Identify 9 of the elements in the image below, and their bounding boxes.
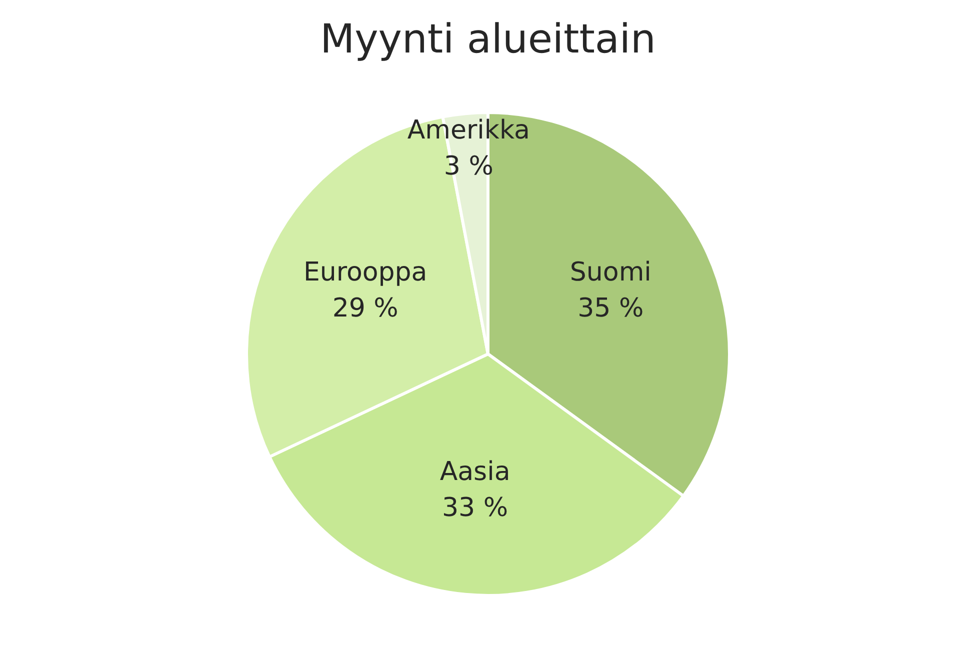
data-label: 3 %: [444, 151, 494, 182]
data-label: 29 %: [332, 293, 398, 324]
slice-label: Aasia: [440, 456, 510, 487]
slice-label: Eurooppa: [303, 257, 428, 288]
slice-label: Suomi: [570, 257, 652, 288]
data-label: 33 %: [442, 492, 508, 523]
slice-label: Amerikka: [407, 115, 530, 146]
data-label: 35 %: [578, 293, 644, 324]
chart-title: Myynti alueittain: [320, 16, 656, 62]
